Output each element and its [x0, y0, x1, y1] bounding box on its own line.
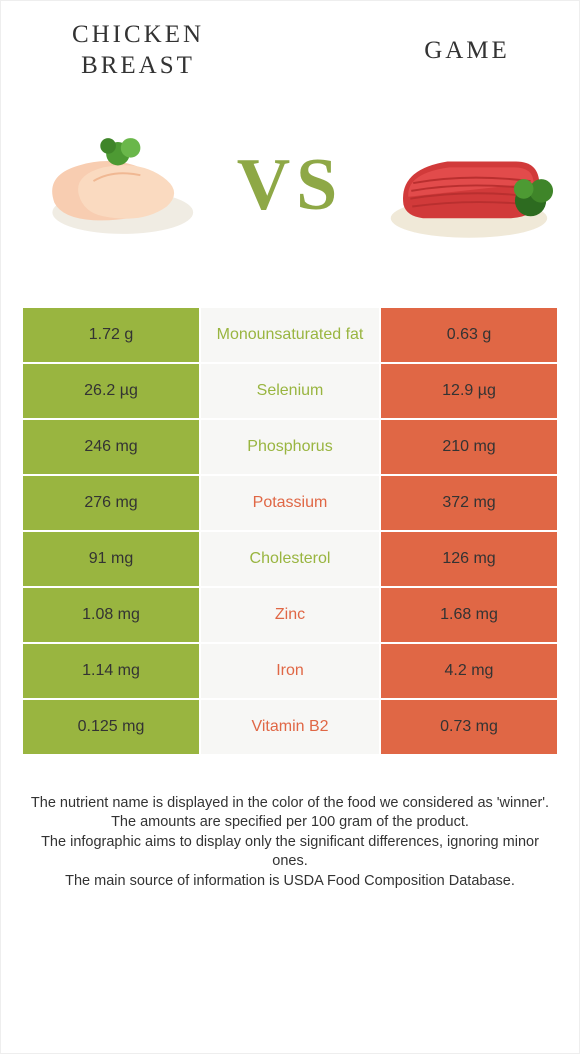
nutrient-name: Selenium: [201, 364, 379, 418]
right-value: 1.68 mg: [379, 588, 557, 642]
left-value: 276 mg: [23, 476, 201, 530]
right-value: 4.2 mg: [379, 644, 557, 698]
left-value: 1.14 mg: [23, 644, 201, 698]
right-value: 210 mg: [379, 420, 557, 474]
nutrient-name: Phosphorus: [201, 420, 379, 474]
vs-label: VS: [237, 148, 344, 222]
footer-line: The nutrient name is displayed in the co…: [29, 794, 551, 814]
game-meat-image: [379, 125, 555, 245]
table-row: 1.08 mgZinc1.68 mg: [23, 588, 557, 644]
left-value: 91 mg: [23, 532, 201, 586]
table-row: 246 mgPhosphorus210 mg: [23, 420, 557, 476]
right-value: 372 mg: [379, 476, 557, 530]
footer-line: The amounts are specified per 100 gram o…: [29, 813, 551, 833]
table-row: 26.2 µgSelenium12.9 µg: [23, 364, 557, 420]
title-game: GAME: [387, 35, 547, 66]
right-value: 12.9 µg: [379, 364, 557, 418]
nutrient-name: Potassium: [201, 476, 379, 530]
left-value: 246 mg: [23, 420, 201, 474]
right-value: 126 mg: [379, 532, 557, 586]
images-row: VS: [23, 110, 557, 260]
title-chicken: CHICKEN BREAST: [33, 19, 243, 82]
nutrient-name: Monounsaturated fat: [201, 308, 379, 362]
right-value: 0.63 g: [379, 308, 557, 362]
left-value: 0.125 mg: [23, 700, 201, 754]
nutrient-name: Vitamin B2: [201, 700, 379, 754]
left-value: 1.08 mg: [23, 588, 201, 642]
footer-notes: The nutrient name is displayed in the co…: [23, 794, 557, 892]
left-value: 1.72 g: [23, 308, 201, 362]
table-row: 91 mgCholesterol126 mg: [23, 532, 557, 588]
nutrient-name: Cholesterol: [201, 532, 379, 586]
nutrient-name: Zinc: [201, 588, 379, 642]
comparison-infographic: CHICKEN BREAST GAME VS: [0, 0, 580, 1054]
left-value: 26.2 µg: [23, 364, 201, 418]
titles-row: CHICKEN BREAST GAME: [23, 19, 557, 82]
footer-line: The infographic aims to display only the…: [29, 833, 551, 872]
right-value: 0.73 mg: [379, 700, 557, 754]
nutrient-name: Iron: [201, 644, 379, 698]
nutrient-table: 1.72 gMonounsaturated fat0.63 g26.2 µgSe…: [23, 308, 557, 756]
footer-line: The main source of information is USDA F…: [29, 872, 551, 892]
table-row: 1.72 gMonounsaturated fat0.63 g: [23, 308, 557, 364]
table-row: 0.125 mgVitamin B20.73 mg: [23, 700, 557, 756]
table-row: 1.14 mgIron4.2 mg: [23, 644, 557, 700]
chicken-breast-image: [25, 125, 201, 245]
table-row: 276 mgPotassium372 mg: [23, 476, 557, 532]
